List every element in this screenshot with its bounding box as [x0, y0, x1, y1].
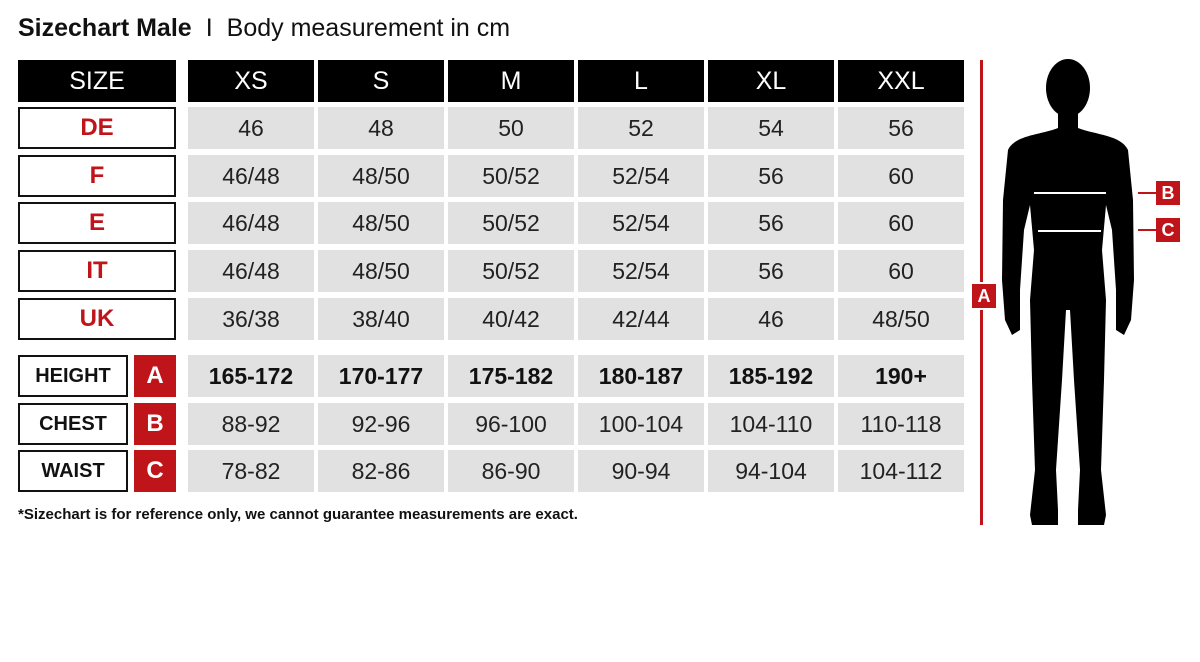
table-cell: 48/50 — [318, 155, 444, 197]
table-cell: 52 — [578, 107, 704, 149]
table-cell: 56 — [708, 250, 834, 292]
table-cell: 52/54 — [578, 155, 704, 197]
title-main: Sizechart Male — [18, 14, 192, 42]
table-cell: 165-172 — [188, 355, 314, 397]
table-cell: 56 — [708, 202, 834, 244]
table-cell: 42/44 — [578, 298, 704, 340]
table-cell: 54 — [708, 107, 834, 149]
footnote: *Sizechart is for reference only, we can… — [18, 506, 578, 523]
title-separator: I — [205, 14, 213, 42]
table-cell: 48/50 — [318, 202, 444, 244]
table-cell: 100-104 — [578, 403, 704, 445]
header-size-label: SIZE — [18, 60, 176, 102]
measurement-label-chest: CHEST — [18, 403, 128, 445]
region-label-uk: UK — [18, 298, 176, 340]
table-cell: 46/48 — [188, 202, 314, 244]
table-cell: 38/40 — [318, 298, 444, 340]
table-cell: 52/54 — [578, 250, 704, 292]
header-size-xs: XS — [188, 60, 314, 102]
table-cell: 60 — [838, 202, 964, 244]
table-cell: 78-82 — [188, 450, 314, 492]
table-cell: 50/52 — [448, 155, 574, 197]
table-cell: 60 — [838, 155, 964, 197]
table-cell: 82-86 — [318, 450, 444, 492]
table-cell: 170-177 — [318, 355, 444, 397]
table-cell: 94-104 — [708, 450, 834, 492]
table-cell: 60 — [838, 250, 964, 292]
measurement-label-waist: WAIST — [18, 450, 128, 492]
measurement-letter-c: C — [134, 450, 176, 492]
header-size-xxl: XXL — [838, 60, 964, 102]
table-cell: 96-100 — [448, 403, 574, 445]
page-title: Sizechart Male I Body measurement in cm — [18, 14, 510, 43]
header-size-m: M — [448, 60, 574, 102]
table-cell: 48/50 — [318, 250, 444, 292]
table-cell: 56 — [708, 155, 834, 197]
region-label-e: E — [18, 202, 176, 244]
table-cell: 46 — [708, 298, 834, 340]
table-cell: 50/52 — [448, 202, 574, 244]
table-cell: 46/48 — [188, 155, 314, 197]
table-cell: 92-96 — [318, 403, 444, 445]
table-cell: 50 — [448, 107, 574, 149]
measurement-letter-a: A — [134, 355, 176, 397]
table-cell: 36/38 — [188, 298, 314, 340]
region-label-f: F — [18, 155, 176, 197]
table-cell: 46 — [188, 107, 314, 149]
table-cell: 48/50 — [838, 298, 964, 340]
region-label-de: DE — [18, 107, 176, 149]
height-marker: A — [970, 282, 998, 310]
table-cell: 46/48 — [188, 250, 314, 292]
table-cell: 185-192 — [708, 355, 834, 397]
table-cell: 190+ — [838, 355, 964, 397]
header-size-xl: XL — [708, 60, 834, 102]
measurement-label-height: HEIGHT — [18, 355, 128, 397]
measurement-letter-b: B — [134, 403, 176, 445]
table-cell: 104-112 — [838, 450, 964, 492]
header-size-s: S — [318, 60, 444, 102]
table-cell: 48 — [318, 107, 444, 149]
table-cell: 104-110 — [708, 403, 834, 445]
header-size-l: L — [578, 60, 704, 102]
table-cell: 110-118 — [838, 403, 964, 445]
table-cell: 56 — [838, 107, 964, 149]
waist-marker: C — [1156, 218, 1180, 242]
table-cell: 90-94 — [578, 450, 704, 492]
table-cell: 50/52 — [448, 250, 574, 292]
region-label-it: IT — [18, 250, 176, 292]
table-cell: 175-182 — [448, 355, 574, 397]
table-cell: 52/54 — [578, 202, 704, 244]
title-subtitle: Body measurement in cm — [226, 14, 511, 42]
table-cell: 88-92 — [188, 403, 314, 445]
table-cell: 40/42 — [448, 298, 574, 340]
chest-marker: B — [1156, 181, 1180, 205]
table-cell: 180-187 — [578, 355, 704, 397]
table-cell: 86-90 — [448, 450, 574, 492]
